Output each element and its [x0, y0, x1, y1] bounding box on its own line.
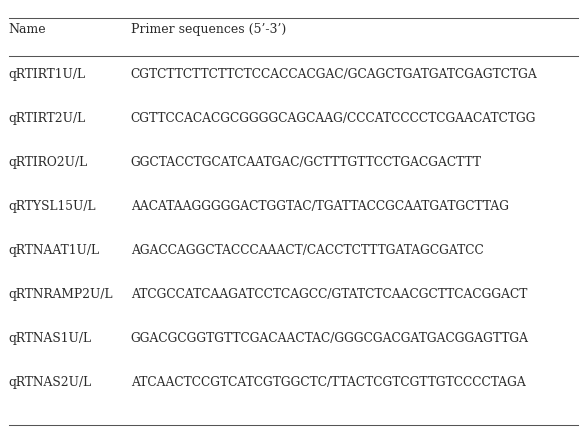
- Text: qRTYSL15U/L: qRTYSL15U/L: [9, 200, 96, 213]
- Text: Name: Name: [9, 23, 46, 36]
- Text: qRTNAS2U/L: qRTNAS2U/L: [9, 376, 92, 389]
- Text: ATCGCCATCAAGATCCTCAGCC/GTATCTCAACGCTTCACGGACT: ATCGCCATCAAGATCCTCAGCC/GTATCTCAACGCTTCAC…: [131, 288, 527, 301]
- Text: AGACCAGGCTACCCAAACT/CACCTCTTTGATAGCGATCC: AGACCAGGCTACCCAAACT/CACCTCTTTGATAGCGATCC: [131, 244, 483, 257]
- Text: Primer sequences (5’-3’): Primer sequences (5’-3’): [131, 23, 286, 36]
- Text: qRTIRT2U/L: qRTIRT2U/L: [9, 112, 86, 125]
- Text: GGCTACCTGCATCAATGAC/GCTTTGTTCCTGACGACTTT: GGCTACCTGCATCAATGAC/GCTTTGTTCCTGACGACTTT: [131, 156, 482, 169]
- Text: CGTTCCACACGCGGGGCAGCAAG/CCCATCCCCTCGAACATCTGG: CGTTCCACACGCGGGGCAGCAAG/CCCATCCCCTCGAACA…: [131, 112, 536, 125]
- Text: qRTNRAMP2U/L: qRTNRAMP2U/L: [9, 288, 113, 301]
- Text: qRTIRO2U/L: qRTIRO2U/L: [9, 156, 88, 169]
- Text: qRTNAAT1U/L: qRTNAAT1U/L: [9, 244, 100, 257]
- Text: ATCAACTCCGTCATCGTGGCTC/TTACTCGTCGTTGTCCCCTAGA: ATCAACTCCGTCATCGTGGCTC/TTACTCGTCGTTGTCCC…: [131, 376, 525, 389]
- Text: qRTNAS1U/L: qRTNAS1U/L: [9, 332, 92, 345]
- Text: GGACGCGGTGTTCGACAACTAC/GGGCGACGATGACGGAGTTGA: GGACGCGGTGTTCGACAACTAC/GGGCGACGATGACGGAG…: [131, 332, 529, 345]
- Text: CGTCTTCTTCTTCTCCACCACGAC/GCAGCTGATGATCGAGTCTGA: CGTCTTCTTCTTCTCCACCACGAC/GCAGCTGATGATCGA…: [131, 68, 537, 81]
- Text: AACATAAGGGGGACTGGTAC/TGATTACCGCAATGATGCTTAG: AACATAAGGGGGACTGGTAC/TGATTACCGCAATGATGCT…: [131, 200, 509, 213]
- Text: qRTIRT1U/L: qRTIRT1U/L: [9, 68, 86, 81]
